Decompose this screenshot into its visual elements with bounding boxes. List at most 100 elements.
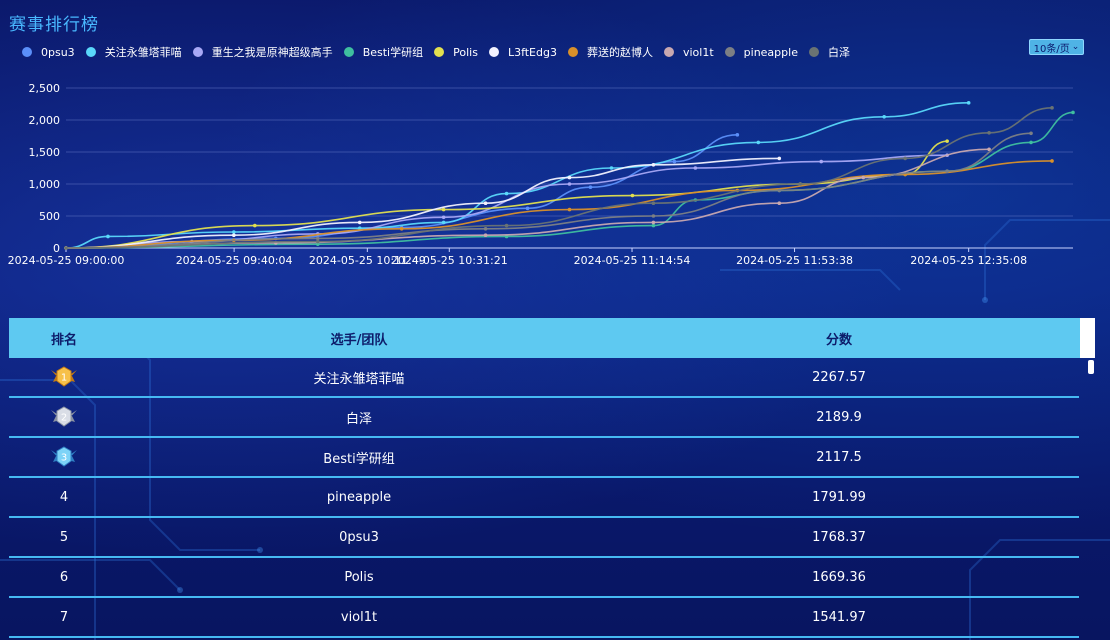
score-cell: 1791.99: [812, 489, 866, 505]
data-point: [735, 133, 740, 137]
data-point: [567, 175, 572, 180]
medal-rank-text: 3: [61, 453, 67, 464]
rank-cell: 2: [9, 406, 119, 428]
data-point: [357, 226, 362, 230]
team-name-cell: pineapple: [326, 489, 392, 505]
series-line-5: [65, 140, 948, 249]
legend-item[interactable]: 0psu3: [22, 46, 75, 59]
legend-label: Besti学研组: [362, 46, 424, 59]
legend-item[interactable]: 葬送的赵博人: [567, 44, 653, 60]
team-name-cell: Polis: [344, 569, 374, 585]
legend-dot-icon: [567, 47, 578, 57]
score-cell: 1541.97: [812, 609, 866, 625]
data-point: [1050, 106, 1054, 110]
legend-label: 0psu3: [41, 45, 75, 59]
legend-dot-icon: [22, 47, 32, 57]
legend-item[interactable]: 重生之我是原神超级高手: [192, 44, 333, 60]
legend-label: Polis: [453, 45, 478, 59]
data-point: [777, 201, 782, 205]
table-row[interactable]: 4 pineapple 1791.99: [9, 478, 1079, 518]
data-point: [483, 227, 488, 231]
legend-item[interactable]: 关注永雏塔菲喵: [85, 44, 182, 60]
legend-item[interactable]: L3ftEdg3: [488, 46, 557, 59]
data-point: [525, 206, 530, 211]
team-name-cell: 0psu3: [339, 529, 379, 545]
data-point: [630, 193, 635, 198]
legend-item[interactable]: 白泽: [808, 44, 850, 60]
data-point: [504, 191, 509, 196]
silver-medal-icon: 2: [51, 406, 77, 427]
table-header: 排名 选手/团队 分数: [9, 318, 1095, 358]
page-size-select[interactable]: 10条/页 ⌄: [1029, 39, 1084, 55]
table-body: 1 关注永雏塔菲喵 2267.57 2 白泽 2189.9 3 Besti学研组 2117.5 4…: [9, 358, 1095, 638]
x-tick-label: 2024-05-25 11:14:54: [574, 254, 691, 267]
data-point: [315, 239, 320, 244]
rank-number: 6: [59, 569, 69, 585]
x-tick-label: 2024-05-25 10:11:49: [309, 254, 426, 267]
legend-label: 关注永雏塔菲喵: [104, 46, 182, 59]
data-point: [819, 159, 824, 164]
data-point: [756, 140, 761, 145]
table-row[interactable]: 5 0psu3 1768.37: [9, 518, 1079, 558]
y-tick-label: 2,000: [29, 114, 61, 127]
data-point: [357, 220, 362, 225]
table-row[interactable]: 1 关注永雏塔菲喵 2267.57: [9, 358, 1079, 398]
data-point: [1071, 110, 1075, 115]
data-point: [441, 207, 446, 212]
score-line-chart: 0 500 1,000 1,500 2,000 2,500 2024-05-25 09:00…: [8, 82, 1075, 267]
data-point: [945, 169, 949, 173]
legend-item[interactable]: Besti学研组: [343, 44, 424, 60]
table-row[interactable]: 6 Polis 1669.36: [9, 558, 1079, 598]
table-row[interactable]: 7 viol1t 1541.97: [9, 598, 1079, 638]
data-point: [1029, 131, 1033, 136]
y-tick-label: 0: [53, 242, 60, 255]
data-point: [64, 246, 68, 250]
legend-item[interactable]: pineapple: [724, 46, 798, 59]
data-point: [588, 185, 593, 189]
data-point: [651, 201, 656, 205]
table-row[interactable]: 2 白泽 2189.9: [9, 398, 1079, 438]
rank-cell: 7: [9, 610, 119, 625]
data-point: [651, 223, 656, 228]
table-scrollbar[interactable]: [1088, 360, 1094, 374]
data-point: [1029, 140, 1033, 145]
series-line-2: [65, 102, 969, 249]
chart-legend: 0psu3 关注永雏塔菲喵 重生之我是原神超级高手 Besti学研组 Polis L3ft…: [22, 44, 861, 60]
data-point: [693, 166, 698, 170]
data-point: [106, 234, 110, 239]
y-tick-label: 500: [39, 210, 60, 223]
legend-label: 白泽: [827, 46, 850, 59]
header-score: 分数: [825, 332, 852, 348]
x-tick-label: 2024-05-25 12:35:08: [910, 254, 1027, 267]
data-point: [861, 175, 866, 180]
rank-number: 7: [59, 609, 69, 625]
score-cell: 1768.37: [812, 529, 866, 545]
score-cell: 2117.5: [816, 449, 862, 465]
data-point: [777, 188, 782, 193]
team-name-cell: Besti学研组: [323, 451, 395, 467]
data-point: [441, 215, 446, 220]
header-scroll-gutter: [1080, 318, 1095, 358]
data-point: [441, 220, 446, 225]
table-row[interactable]: 3 Besti学研组 2117.5: [9, 438, 1079, 478]
legend-item[interactable]: Polis: [434, 46, 478, 59]
y-tick-label: 1,000: [29, 178, 61, 191]
gold-medal-icon: 1: [51, 366, 77, 387]
data-point: [567, 207, 572, 212]
ranking-table: 排名 选手/团队 分数 1 关注永雏塔菲喵 2267.57 2 白泽 2189.9 3 Bes…: [9, 318, 1095, 638]
data-point: [651, 214, 656, 218]
data-point: [399, 227, 404, 231]
rank-cell: 4: [9, 490, 119, 505]
data-point: [504, 223, 509, 228]
legend-item[interactable]: viol1t: [663, 46, 714, 59]
score-cell: 1669.36: [812, 569, 866, 585]
legend-dot-icon: [85, 47, 96, 57]
data-point: [651, 163, 656, 167]
data-point: [232, 230, 236, 234]
team-name-cell: 白泽: [345, 411, 372, 427]
x-tick-label: 2024-05-25 09:40:04: [176, 254, 293, 267]
data-point: [567, 182, 572, 186]
legend-dot-icon: [192, 47, 203, 57]
score-cell: 2189.9: [816, 409, 862, 425]
data-point: [483, 233, 488, 237]
